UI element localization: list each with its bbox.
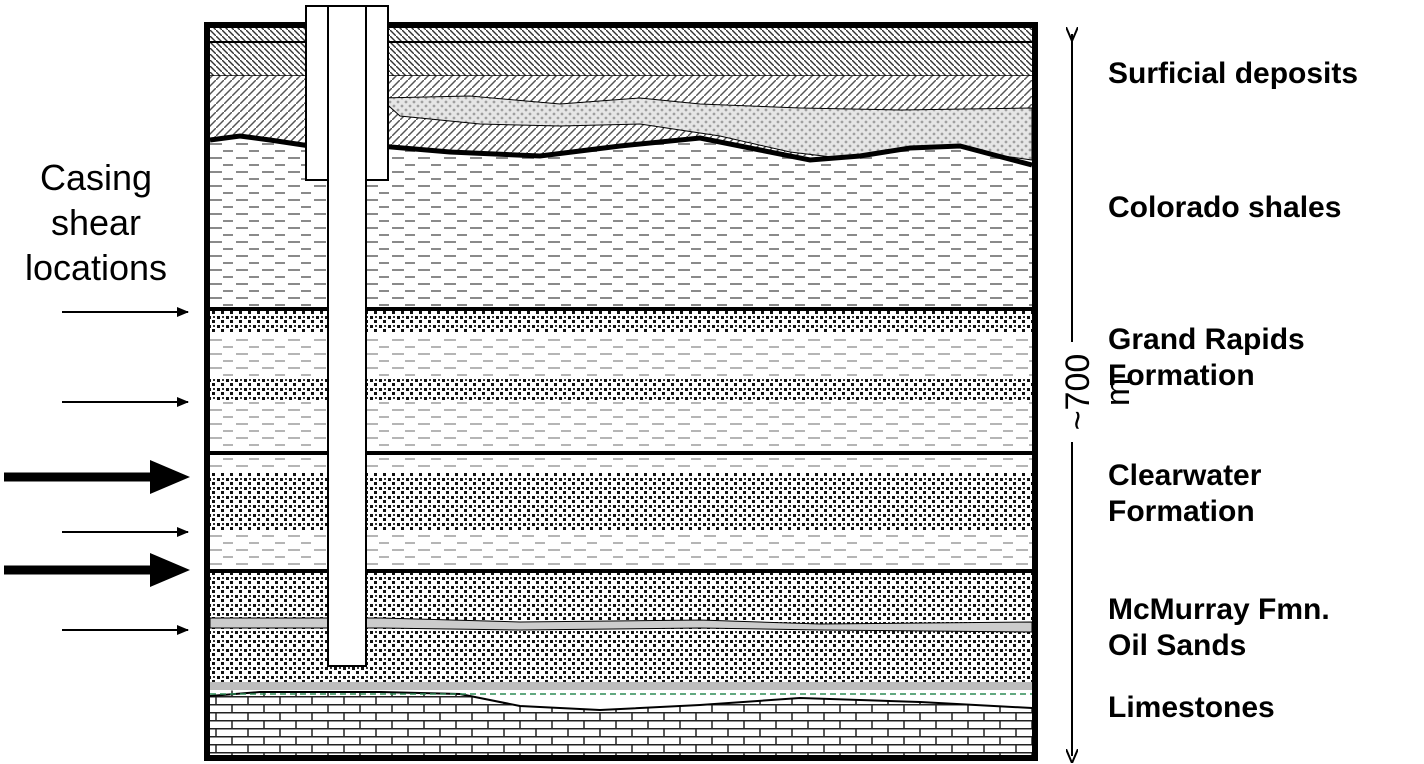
depth-label: ~700 m	[1058, 342, 1137, 442]
casing-shear-title-line-1: Casing	[39, 157, 153, 198]
shear-arrow-5	[4, 553, 190, 587]
shear-arrow-3	[4, 460, 190, 494]
cross-section-frame	[204, 22, 1038, 761]
unconformity-line	[209, 133, 1033, 168]
layer-label-limestones: Limestones	[1108, 690, 1275, 726]
layer-label-mcmurray-line-2: Oil Sands	[1108, 629, 1247, 662]
colorado-shales-fill	[210, 136, 1032, 308]
layer-label-clearwater: Clearwater Formation	[1108, 458, 1261, 530]
casing-shear-title-line-2: shear	[50, 202, 142, 243]
shear-arrows	[4, 307, 190, 635]
colorado-shales-layer	[209, 133, 1033, 308]
grand-rapids-sand-2	[210, 378, 1032, 400]
casing-shear-title-line-3: locations	[24, 247, 168, 288]
layer-label-limestones-text: Limestones	[1108, 691, 1275, 724]
layer-label-clearwater-line-1: Clearwater	[1108, 459, 1262, 492]
casing-shear-title: Casing shear locations	[0, 155, 192, 290]
layer-label-mcmurray-line-1: McMurray Fmn.	[1108, 593, 1330, 626]
layer-label-grand-rapids-line-1: Grand Rapids	[1108, 323, 1305, 356]
layer-label-surficial-text: Surficial deposits	[1108, 57, 1359, 90]
layer-label-clearwater-line-2: Formation	[1108, 495, 1255, 528]
limestones-layer	[209, 690, 1033, 755]
shear-arrow-head	[150, 553, 190, 587]
mcmurray-base-band	[210, 682, 1032, 690]
clearwater-shale-top	[210, 454, 1032, 472]
shear-arrow-head	[150, 460, 190, 494]
well-casing	[305, 5, 389, 667]
layer-label-colorado-text: Colorado shales	[1108, 191, 1342, 224]
layer-label-grand-rapids: Grand Rapids Formation	[1108, 322, 1305, 394]
limestone-top-white-cap	[210, 690, 1032, 710]
limestone-top-surface	[209, 691, 1033, 712]
layer-label-colorado: Colorado shales	[1108, 190, 1341, 226]
layer-label-surficial: Surficial deposits	[1108, 56, 1358, 92]
layer-label-grand-rapids-line-2: Formation	[1108, 359, 1255, 392]
casing-inner-string	[327, 5, 367, 667]
layer-label-mcmurray: McMurray Fmn. Oil Sands	[1108, 592, 1330, 664]
